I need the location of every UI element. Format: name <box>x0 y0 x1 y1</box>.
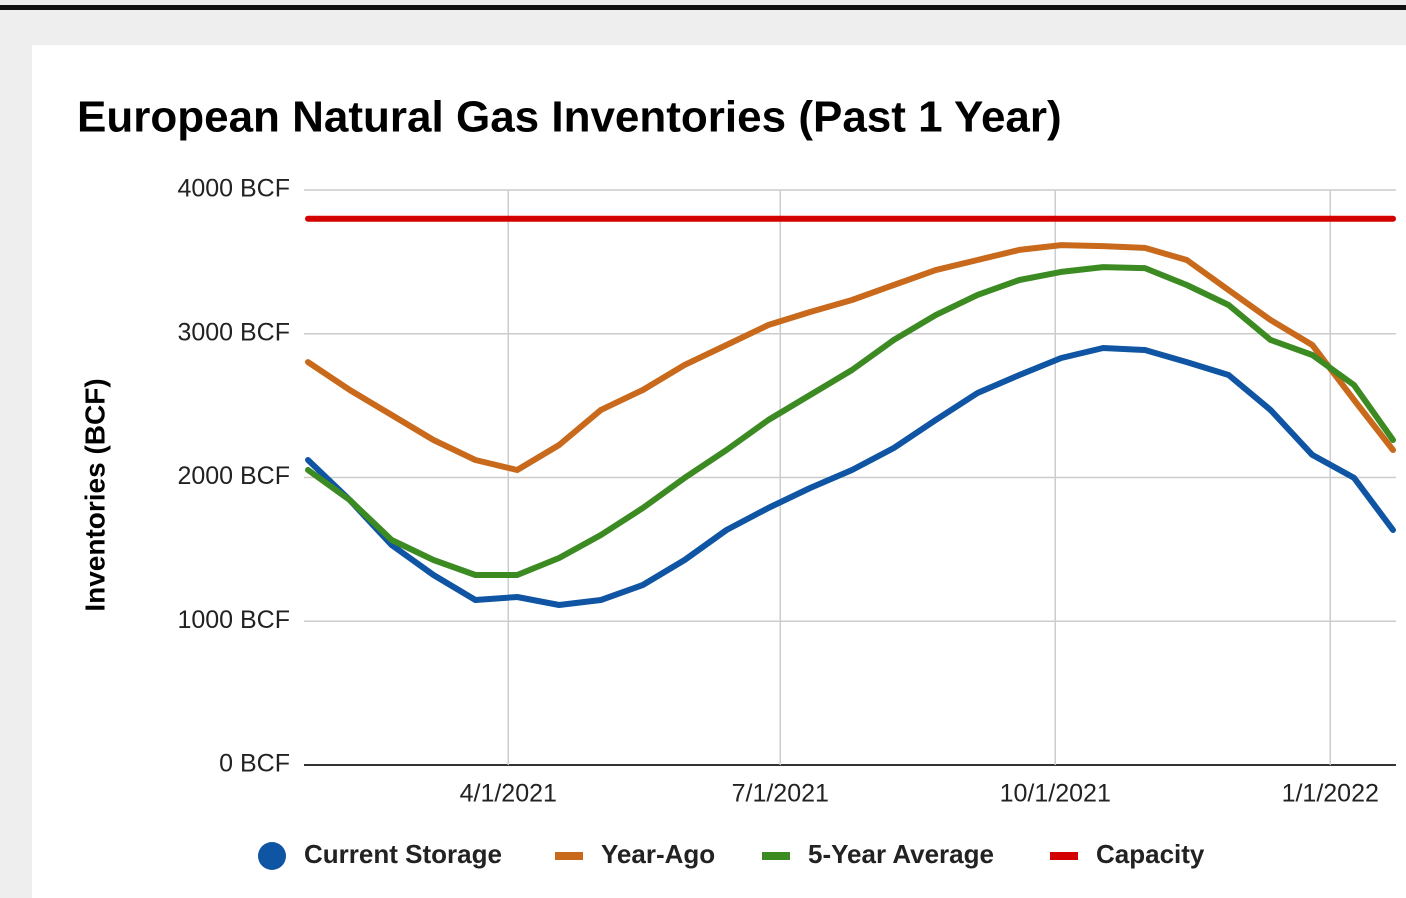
chart-title: European Natural Gas Inventories (Past 1… <box>77 93 1062 142</box>
legend-label: Year-Ago <box>601 839 715 869</box>
legend-marker <box>258 842 286 870</box>
legend-marker <box>762 852 790 860</box>
legend-marker <box>1050 852 1078 860</box>
series-line <box>305 264 1396 578</box>
y-tick-label: 4000 BCF <box>177 175 290 203</box>
panel <box>32 45 1406 898</box>
series-line <box>305 345 1396 608</box>
legend-marker <box>555 852 583 860</box>
y-tick-label: 1000 BCF <box>177 606 290 634</box>
y-axis-label: Inventories (BCF) <box>79 378 110 611</box>
top-border <box>0 5 1406 10</box>
y-tick-label: 2000 BCF <box>177 462 290 490</box>
series-line <box>305 242 1396 473</box>
y-tick-label: 0 BCF <box>219 750 290 778</box>
x-tick-label: 7/1/2021 <box>732 780 829 808</box>
legend-label: Capacity <box>1096 839 1205 869</box>
y-tick-label: 3000 BCF <box>177 318 290 346</box>
x-tick-label: 10/1/2021 <box>1000 780 1111 808</box>
x-tick-label: 4/1/2021 <box>460 780 557 808</box>
legend-label: Current Storage <box>304 839 502 869</box>
legend-label: 5-Year Average <box>808 839 994 869</box>
x-tick-label: 1/1/2022 <box>1282 780 1379 808</box>
